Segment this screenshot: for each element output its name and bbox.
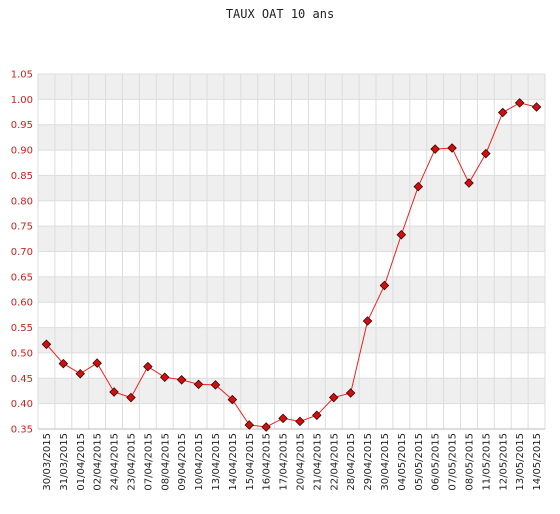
x-tick-label: 07/04/2015 bbox=[143, 433, 154, 491]
x-tick-label: 22/04/2015 bbox=[329, 433, 340, 491]
x-axis-ticks: 30/03/2015 31/03/2015 01/04/2015 02/04/2015… bbox=[42, 433, 543, 491]
data-point bbox=[328, 392, 339, 403]
y-tick-label: 0.55 bbox=[11, 323, 33, 334]
data-point bbox=[109, 387, 119, 397]
data-point bbox=[92, 358, 102, 368]
data-point bbox=[430, 144, 440, 154]
data-point bbox=[278, 413, 288, 424]
y-tick-label: 0.95 bbox=[11, 120, 33, 131]
y-tick-label: 0.70 bbox=[11, 247, 33, 258]
x-tick-label: 14/05/2015 bbox=[532, 433, 543, 491]
x-tick-label: 08/04/2015 bbox=[160, 433, 171, 491]
x-tick-label: 30/04/2015 bbox=[380, 433, 391, 491]
x-tick-label: 06/05/2015 bbox=[431, 433, 442, 491]
data-point bbox=[295, 416, 305, 427]
x-tick-label: 01/04/2015 bbox=[76, 433, 87, 491]
x-tick-label: 28/04/2015 bbox=[346, 433, 357, 491]
y-tick-label: 1.05 bbox=[11, 70, 33, 81]
x-tick-label: 15/04/2015 bbox=[245, 433, 256, 491]
x-tick-label: 09/04/2015 bbox=[177, 433, 188, 491]
data-point bbox=[75, 368, 86, 379]
data-point bbox=[396, 229, 407, 240]
y-tick-label: 0.45 bbox=[11, 374, 33, 385]
data-point bbox=[41, 339, 52, 350]
x-tick-label: 23/04/2015 bbox=[126, 433, 137, 491]
x-tick-label: 13/05/2015 bbox=[515, 433, 526, 491]
y-tick-label: 0.60 bbox=[11, 298, 33, 309]
y-tick-label: 0.75 bbox=[11, 222, 33, 233]
x-tick-label: 05/05/2015 bbox=[414, 433, 425, 491]
x-tick-label: 04/05/2015 bbox=[397, 433, 408, 491]
y-tick-label: 0.65 bbox=[11, 272, 33, 283]
x-tick-label: 29/04/2015 bbox=[363, 433, 374, 491]
data-point bbox=[514, 98, 525, 108]
y-axis-ticks: 0.35 0.40 0.45 0.50 0.55 0.60 0.65 0.70 0.75 0.80… bbox=[11, 70, 33, 436]
y-tick-label: 0.40 bbox=[11, 399, 33, 410]
y-tick-label: 0.80 bbox=[11, 196, 33, 207]
data-point bbox=[481, 148, 491, 159]
y-tick-label: 0.35 bbox=[11, 425, 33, 436]
data-point bbox=[193, 379, 204, 390]
x-tick-label: 12/05/2015 bbox=[498, 433, 509, 491]
x-tick-label: 10/04/2015 bbox=[194, 433, 205, 491]
data-point bbox=[379, 280, 390, 291]
data-point bbox=[531, 102, 542, 112]
data-point bbox=[143, 361, 153, 372]
data-point bbox=[497, 107, 508, 118]
data-point bbox=[58, 358, 69, 369]
x-tick-label: 11/05/2015 bbox=[481, 433, 492, 491]
grid-lines bbox=[37, 73, 546, 430]
x-tick-label: 07/05/2015 bbox=[448, 433, 459, 491]
x-tick-label: 17/04/2015 bbox=[279, 433, 290, 491]
data-point bbox=[447, 143, 457, 153]
series-layer bbox=[41, 98, 542, 432]
data-point bbox=[227, 394, 238, 405]
data-point bbox=[261, 422, 271, 432]
x-tick-label: 13/04/2015 bbox=[211, 433, 222, 491]
y-tick-label: 1.00 bbox=[11, 95, 33, 106]
x-tick-label: 21/04/2015 bbox=[312, 433, 323, 491]
data-point bbox=[312, 410, 322, 421]
data-point bbox=[159, 372, 170, 383]
x-tick-label: 31/03/2015 bbox=[59, 433, 70, 491]
x-tick-label: 14/04/2015 bbox=[228, 433, 239, 491]
data-point bbox=[176, 375, 187, 385]
data-point bbox=[210, 380, 221, 390]
x-tick-label: 24/04/2015 bbox=[110, 433, 121, 491]
y-tick-label: 0.50 bbox=[11, 348, 33, 359]
data-point bbox=[464, 178, 474, 188]
data-point bbox=[345, 388, 356, 398]
y-tick-label: 0.85 bbox=[11, 171, 33, 182]
x-tick-label: 20/04/2015 bbox=[295, 433, 306, 491]
x-tick-label: 16/04/2015 bbox=[262, 433, 273, 491]
chart-title: TAUX OAT 10 ans bbox=[225, 7, 335, 21]
x-tick-label: 02/04/2015 bbox=[93, 433, 104, 491]
y-tick-label: 0.90 bbox=[11, 146, 33, 157]
data-point bbox=[126, 392, 136, 403]
x-tick-label: 30/03/2015 bbox=[42, 433, 53, 491]
x-tick-label: 08/05/2015 bbox=[464, 433, 475, 491]
data-point bbox=[244, 420, 255, 430]
data-point bbox=[413, 181, 424, 192]
data-point bbox=[362, 316, 373, 326]
